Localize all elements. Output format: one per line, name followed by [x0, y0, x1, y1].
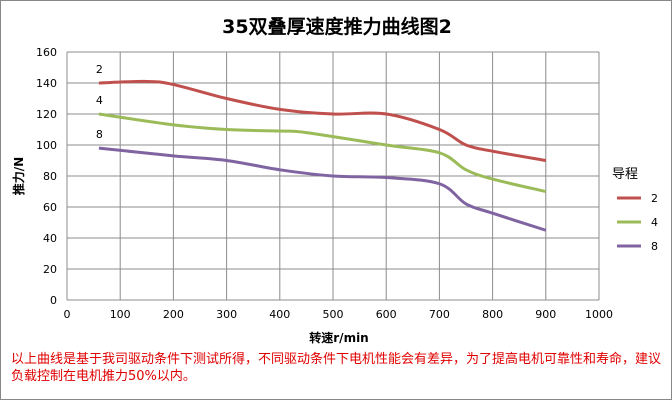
x-axis-label: 转速r/min	[309, 330, 368, 345]
x-tick-label: 0	[64, 308, 71, 321]
legend-label-8: 8	[651, 240, 658, 253]
data-label-8: 8	[96, 128, 103, 141]
data-label-2: 2	[96, 63, 103, 76]
series-line-8	[98, 146, 547, 232]
data-label-4: 4	[96, 94, 103, 107]
y-tick-label: 0	[50, 294, 57, 307]
x-tick-label: 200	[163, 308, 184, 321]
y-tick-label: 160	[36, 46, 57, 59]
series-line-4	[98, 112, 547, 193]
x-tick-label: 500	[323, 308, 344, 321]
y-tick-label: 140	[36, 77, 57, 90]
legend-label-4: 4	[651, 216, 658, 229]
y-tick-label: 120	[36, 108, 57, 121]
legend-label-2: 2	[651, 192, 658, 205]
x-tick-label: 700	[429, 308, 450, 321]
disclaimer-note: 以上曲线是基于我司驱动条件下测试所得，不同驱动条件下电机性能会有差异，为了提高电…	[11, 352, 662, 384]
y-axis-label: 推力/N	[11, 157, 26, 195]
series-line-2	[98, 79, 547, 162]
y-tick-label: 60	[43, 201, 57, 214]
y-tick-label: 100	[36, 139, 57, 152]
x-tick-label: 300	[216, 308, 237, 321]
x-tick-label: 1000	[585, 308, 613, 321]
x-tick-label: 800	[482, 308, 503, 321]
x-tick-label: 400	[269, 308, 290, 321]
x-tick-label: 600	[376, 308, 397, 321]
y-tick-label: 20	[43, 263, 57, 276]
y-tick-label: 40	[43, 232, 57, 245]
y-tick-label: 80	[43, 170, 57, 183]
x-tick-label: 100	[110, 308, 131, 321]
chart-title: 35双叠厚速度推力曲线图2	[222, 15, 452, 38]
legend-title: 导程	[612, 167, 638, 182]
x-tick-label: 900	[535, 308, 556, 321]
